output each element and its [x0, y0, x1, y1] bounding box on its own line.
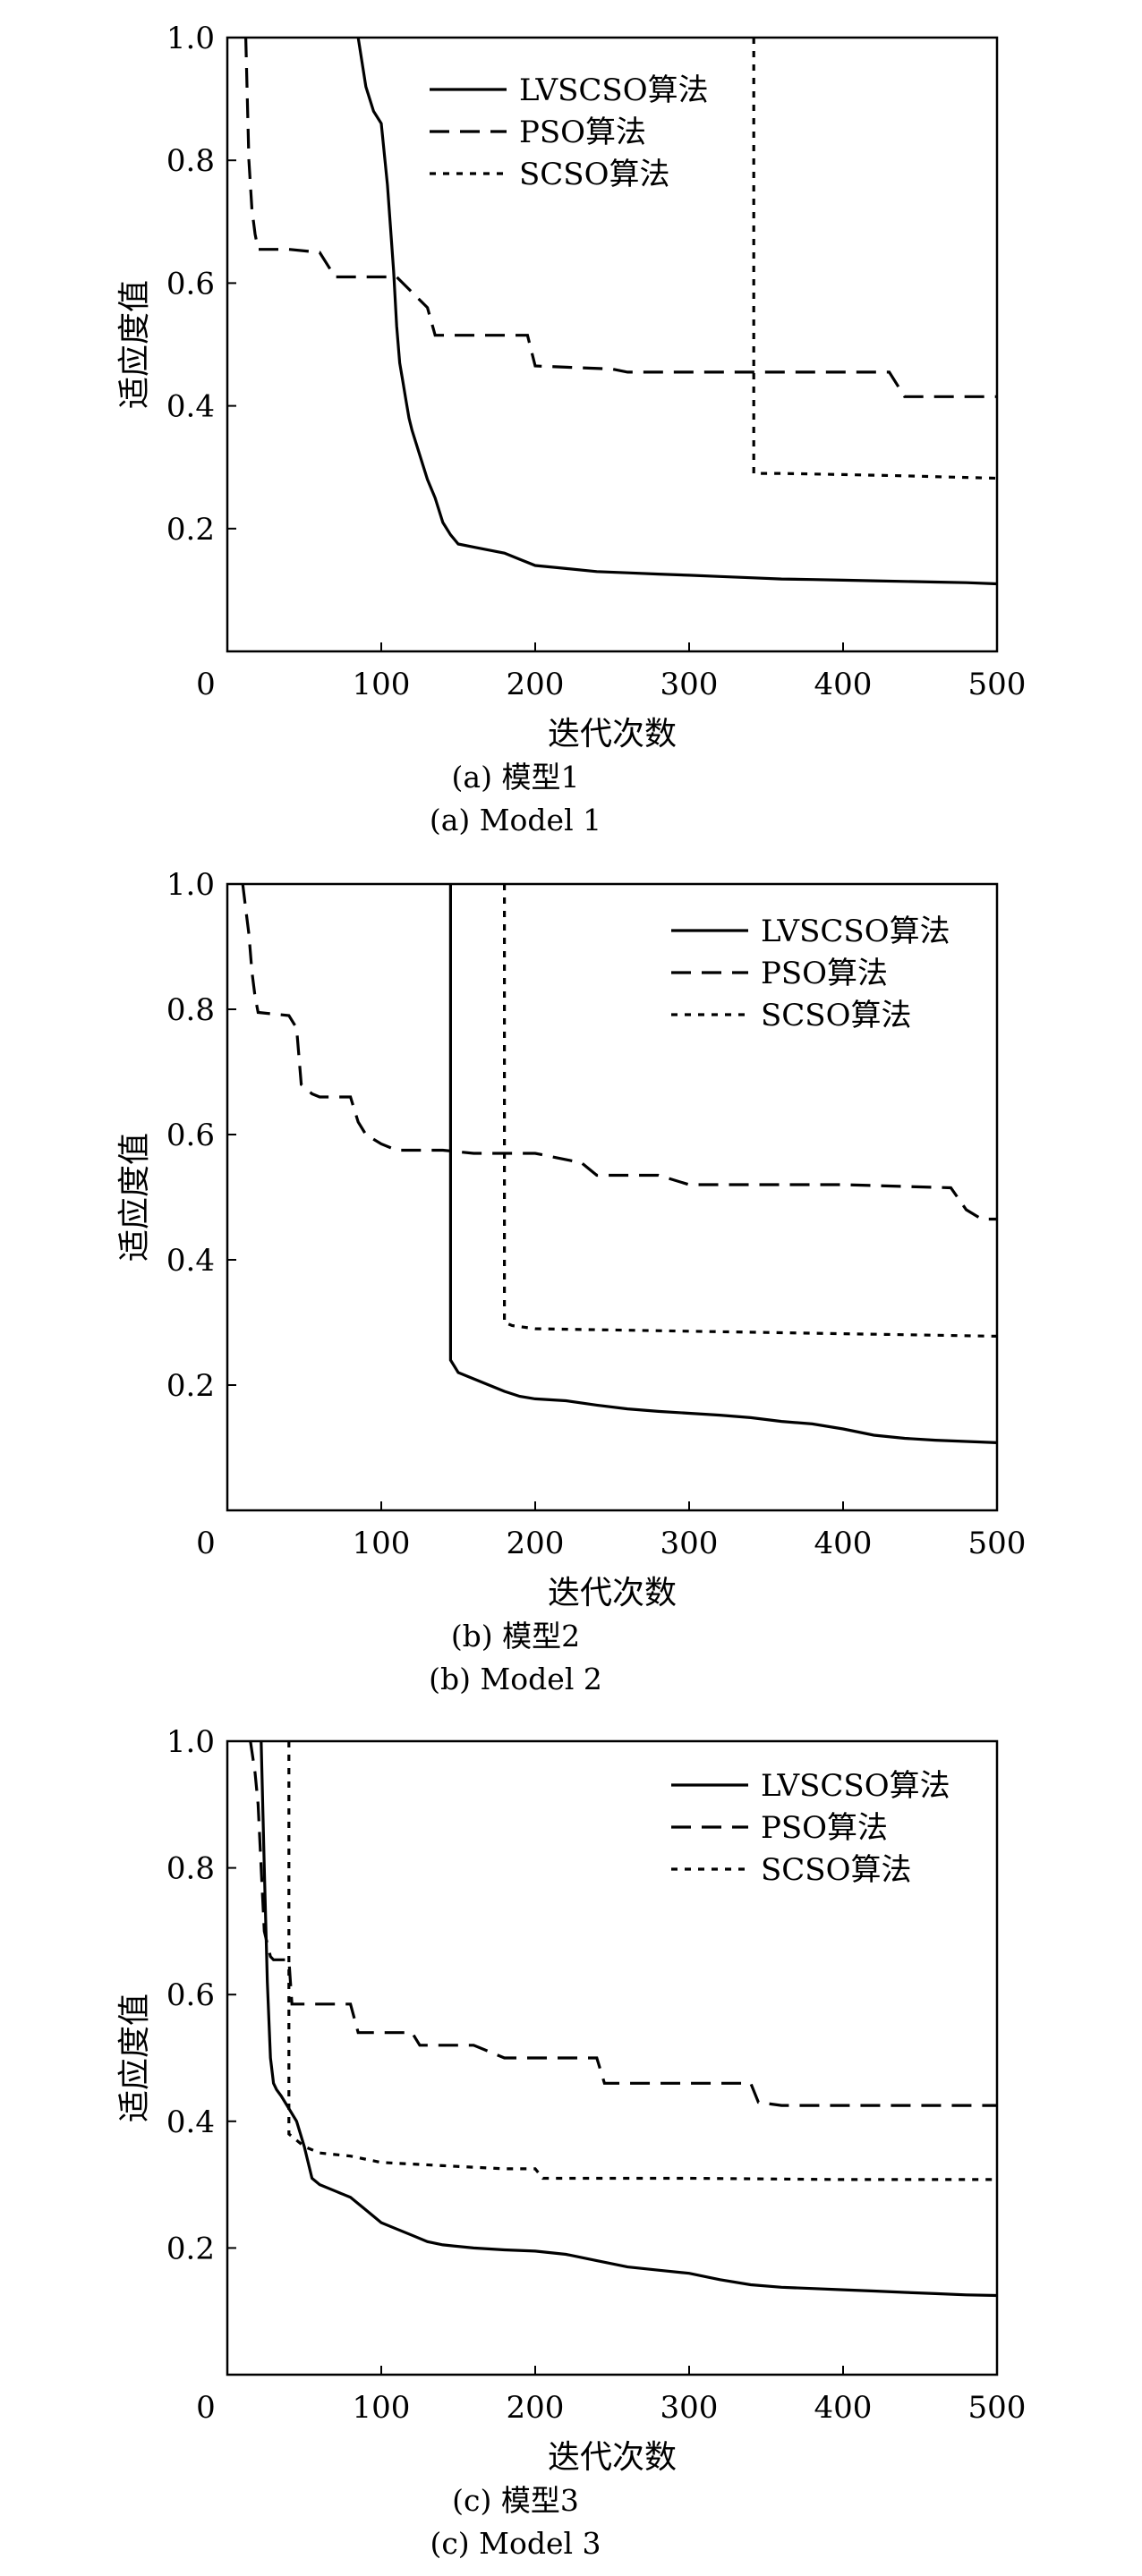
- x-tick-label: 100: [353, 667, 411, 702]
- plot-frame: [226, 882, 999, 1512]
- legend-label: SCSO算法: [761, 998, 911, 1033]
- y-tick-label: 1.0: [166, 21, 215, 56]
- legend-label: PSO算法: [519, 115, 646, 150]
- legend-label: LVSCSO算法: [761, 914, 950, 949]
- series-line-dashed: [249, 1740, 997, 2107]
- series-line-solid: [356, 37, 998, 586]
- x-tick-label: 300: [660, 2390, 719, 2426]
- y-tick-label: 1.0: [166, 1724, 215, 1760]
- caption-cn: (b) 模型2: [451, 1619, 580, 1654]
- legend-label: PSO算法: [761, 1810, 888, 1846]
- legend: LVSCSO算法 PSO算法 SCSO算法: [671, 1768, 950, 1888]
- x-tick-label: 200: [507, 1526, 565, 1561]
- x-tick-label: 100: [353, 1526, 411, 1561]
- y-tick-label: 0.2: [166, 512, 215, 548]
- x-tick-label: 300: [660, 667, 719, 702]
- y-tick-label: 0.6: [166, 266, 215, 302]
- x-tick-label: 500: [968, 667, 1027, 702]
- series-line-dotted: [287, 1741, 997, 2181]
- legend: LVSCSO算法 PSO算法 SCSO算法: [430, 72, 709, 192]
- y-tick-label: 0.6: [166, 1977, 215, 2013]
- legend-label: PSO算法: [761, 956, 888, 991]
- series-line-solid: [448, 884, 998, 1444]
- series-line-dotted: [503, 884, 998, 1338]
- legend: LVSCSO算法 PSO算法 SCSO算法: [671, 914, 950, 1033]
- x-axis-label: 迭代次数: [548, 716, 677, 752]
- series-line-dashed: [241, 883, 997, 1221]
- caption-cn: (c) 模型3: [452, 2483, 579, 2518]
- y-tick-label: 0.2: [166, 1368, 215, 1404]
- y-tick-label: 0.4: [166, 2104, 215, 2140]
- y-axis-label: 适应度值: [116, 280, 153, 409]
- x-tick-label: 500: [968, 1526, 1027, 1561]
- x-tick-label: 200: [507, 2390, 565, 2426]
- y-tick-label: 1.0: [166, 867, 215, 903]
- y-tick-label: 0.4: [166, 1243, 215, 1279]
- legend-label: SCSO算法: [761, 1852, 911, 1888]
- x-axis-label: 迭代次数: [548, 1575, 677, 1611]
- y-tick-label: 0.8: [166, 1851, 215, 1887]
- plot-frame: [226, 1739, 999, 2376]
- legend-label: LVSCSO算法: [761, 1768, 950, 1804]
- y-tick-label: 0.2: [166, 2231, 215, 2266]
- x-tick-label: 500: [968, 2390, 1027, 2426]
- series-line-dashed: [244, 37, 997, 398]
- series-line-dotted: [752, 38, 998, 480]
- x-tick-label: 0: [196, 1526, 216, 1561]
- caption-en: (a) Model 1: [430, 803, 601, 837]
- x-tick-label: 0: [196, 2390, 216, 2426]
- y-tick-label: 0.8: [166, 992, 215, 1028]
- y-tick-label: 0.4: [166, 389, 215, 425]
- caption-cn: (a) 模型1: [452, 760, 580, 795]
- legend-label: SCSO算法: [519, 157, 669, 192]
- x-axis-label: 迭代次数: [548, 2439, 677, 2476]
- x-tick-label: 0: [196, 667, 216, 702]
- legend-label: LVSCSO算法: [519, 72, 709, 108]
- x-tick-label: 400: [814, 1526, 873, 1561]
- y-axis-label: 适应度值: [116, 1133, 153, 1262]
- x-tick-label: 400: [814, 2390, 873, 2426]
- x-tick-label: 200: [507, 667, 565, 702]
- caption-en: (c) Model 3: [430, 2526, 601, 2561]
- x-tick-label: 400: [814, 667, 873, 702]
- series-line-solid: [260, 1740, 998, 2298]
- y-tick-label: 0.6: [166, 1118, 215, 1153]
- caption-en: (b) Model 2: [429, 1662, 602, 1696]
- y-axis-label: 适应度值: [116, 1994, 153, 2122]
- y-tick-label: 0.8: [166, 143, 215, 179]
- x-tick-label: 300: [660, 1526, 719, 1561]
- x-tick-label: 100: [353, 2390, 411, 2426]
- plot-frame: [226, 36, 999, 653]
